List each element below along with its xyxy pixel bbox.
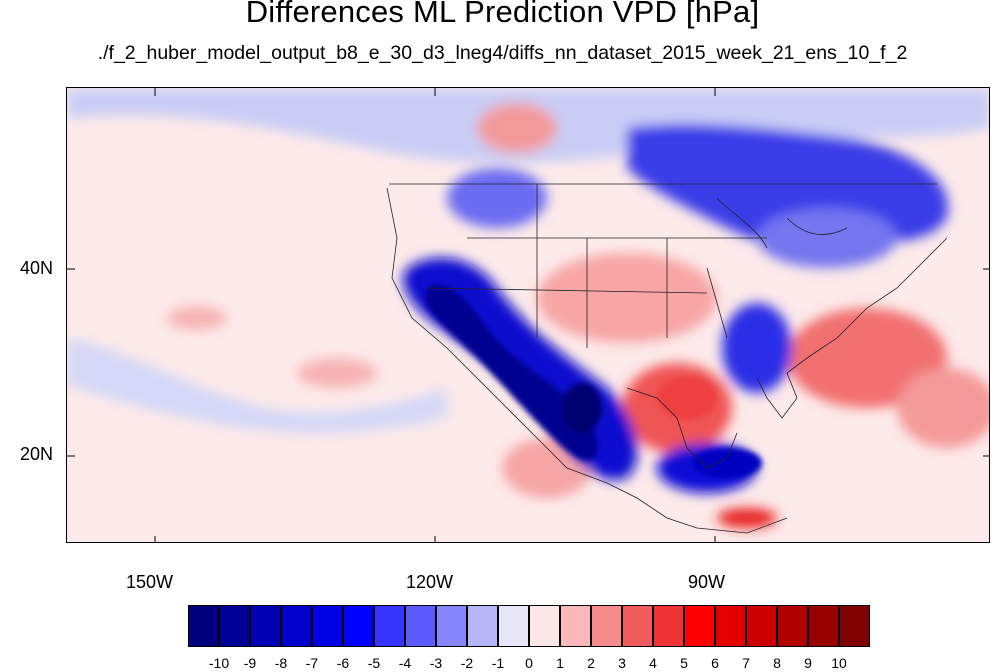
lon-label-120w: 120W [406,572,454,592]
map-title: Differences ML Prediction VPD [hPa] [245,0,760,29]
colorbar-cell [529,605,560,647]
colorbar-cell [312,605,343,647]
colorbar-tick-label: 7 [742,655,750,671]
colorbar-cell [436,605,467,647]
colorbar-tick-label: 2 [587,655,595,671]
colorbar-cell [467,605,498,647]
colorbar-tick-label: 5 [680,655,688,671]
colorbar-tick-label: 9 [804,655,812,671]
colorbar-cell [250,605,281,647]
colorbar-cell [839,605,870,647]
colorbar-tick-label: -1 [491,655,505,671]
colorbar-cell [746,605,777,647]
colorbar-cell [777,605,808,647]
colorbar-cell [684,605,715,647]
vpd-difference-map [67,88,989,542]
tick-marks [67,88,989,542]
field-sharp [425,285,762,478]
colorbar-tick-label: -4 [398,655,412,671]
colorbar-cell [715,605,746,647]
colorbar-tick-label: -7 [305,655,319,671]
colorbar-tick-label: -9 [243,655,257,671]
map-subtitle: ./f_2_huber_model_output_b8_e_30_d3_lneg… [97,42,908,64]
colorbar-tick-label: 3 [618,655,626,671]
colorbar-tick-label: 10 [831,655,847,671]
coastlines [386,183,948,534]
colorbar-cell [591,605,622,647]
colorbar-cell [498,605,529,647]
colorbar-tick-label: -8 [274,655,288,671]
colorbar-cell [343,605,374,647]
colorbar-tick-label: 6 [711,655,719,671]
lon-label-90w: 90W [688,572,726,592]
colorbar-tick-label: -3 [429,655,443,671]
colorbar-tick-label: 0 [525,655,533,671]
colorbar-tick-label: -5 [367,655,381,671]
colorbar-cell [188,605,219,647]
colorbar-cell [622,605,653,647]
colorbar-cell [281,605,312,647]
colorbar-cell [405,605,436,647]
colorbar-tick-label: 8 [773,655,781,671]
lon-label-150w: 150W [126,572,174,592]
colorbar-cell [219,605,250,647]
lat-label-40n: 40N [20,258,54,278]
colorbar-cell [374,605,405,647]
colorbar-cell [808,605,839,647]
colorbar-tick-label: -2 [460,655,474,671]
colorbar-tick-label: 4 [649,655,657,671]
colorbar-cell [653,605,684,647]
lat-label-20n: 20N [20,444,54,464]
colorbar-tick-label: 1 [556,655,564,671]
colorbar-tick-label: -6 [336,655,350,671]
colorbar-cell [560,605,591,647]
map-panel [66,87,990,543]
colorbar-tick-label: -10 [208,655,230,671]
